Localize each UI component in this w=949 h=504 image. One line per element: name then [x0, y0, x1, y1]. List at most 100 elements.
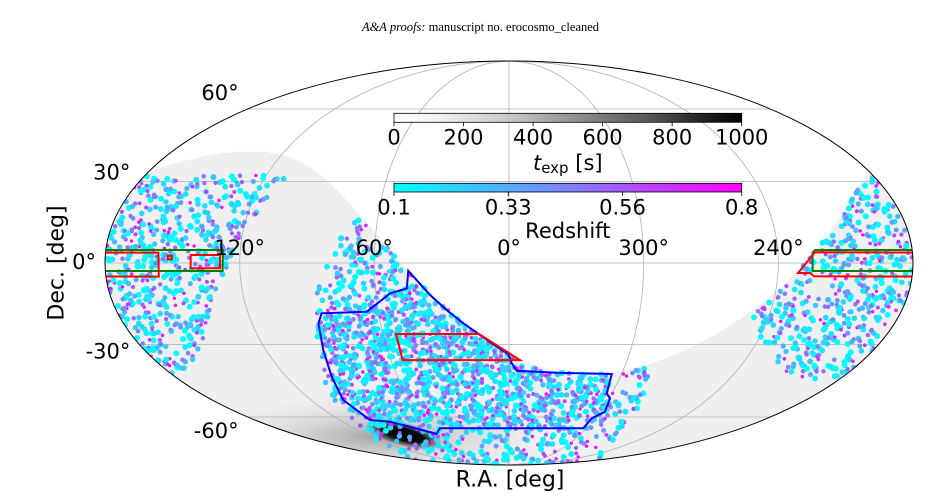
data-point	[210, 279, 215, 284]
data-point	[357, 256, 364, 263]
data-point	[404, 415, 410, 421]
data-point	[426, 399, 432, 405]
data-point	[334, 346, 339, 352]
data-point	[498, 354, 503, 359]
data-point	[903, 243, 910, 249]
data-point	[411, 304, 417, 310]
data-point	[347, 306, 353, 313]
data-point	[890, 271, 895, 276]
data-point	[546, 377, 552, 383]
data-point	[826, 335, 832, 341]
data-point	[145, 347, 151, 354]
data-point	[189, 207, 195, 213]
data-point	[542, 424, 548, 429]
data-point	[371, 343, 378, 350]
data-point	[326, 373, 331, 379]
data-point	[264, 182, 270, 189]
data-point	[164, 317, 169, 322]
data-point	[445, 340, 450, 346]
data-point	[592, 401, 596, 405]
data-point	[423, 442, 429, 448]
data-point	[135, 328, 141, 334]
data-point	[579, 403, 585, 409]
gridline-meridian	[239, 60, 510, 466]
data-point	[884, 224, 891, 231]
data-point	[234, 181, 241, 188]
data-point	[382, 366, 387, 371]
data-point	[782, 356, 787, 361]
data-point	[349, 415, 355, 420]
data-point	[153, 261, 158, 266]
data-point	[818, 318, 823, 322]
data-point	[775, 358, 781, 365]
data-point	[576, 455, 580, 459]
data-point	[522, 436, 528, 442]
data-point	[149, 259, 155, 266]
data-point	[206, 307, 212, 313]
data-point	[360, 378, 367, 385]
data-point	[145, 296, 152, 303]
data-point	[137, 201, 142, 206]
data-point	[540, 382, 546, 388]
data-point	[565, 458, 570, 464]
data-point	[355, 376, 360, 380]
data-point	[335, 327, 342, 334]
data-point	[166, 230, 171, 234]
data-point	[455, 439, 462, 446]
data-point	[827, 363, 834, 370]
data-point	[338, 372, 342, 377]
data-point	[382, 427, 389, 434]
data-point	[385, 296, 391, 302]
data-point	[483, 368, 490, 375]
data-point	[158, 195, 164, 202]
data-point	[166, 288, 173, 294]
data-point	[869, 327, 874, 333]
data-point	[187, 281, 193, 287]
data-point	[378, 338, 385, 345]
data-point	[154, 219, 160, 225]
data-point	[376, 250, 383, 256]
data-point	[242, 219, 247, 225]
data-point	[198, 284, 205, 291]
data-point	[576, 381, 583, 388]
data-point	[526, 417, 531, 422]
data-point	[556, 400, 561, 405]
data-point	[340, 296, 346, 302]
data-point	[188, 201, 192, 205]
data-point	[822, 304, 828, 309]
data-point	[832, 258, 839, 264]
data-point	[352, 303, 359, 309]
data-point	[612, 431, 618, 437]
data-point	[492, 378, 498, 385]
data-point	[368, 362, 374, 368]
data-point	[133, 232, 138, 237]
data-point	[479, 443, 485, 449]
data-point	[544, 392, 549, 396]
data-point	[439, 361, 444, 367]
data-point	[336, 313, 343, 320]
data-point	[148, 320, 155, 327]
data-point	[140, 302, 145, 307]
data-point	[194, 181, 200, 187]
data-point	[430, 405, 437, 412]
data-point	[803, 298, 809, 304]
data-point	[171, 230, 178, 237]
data-point	[149, 229, 153, 233]
data-point	[447, 417, 453, 423]
data-point	[591, 396, 596, 401]
data-point	[394, 395, 399, 401]
data-point	[314, 290, 320, 296]
colorbar-exposure-ticks: 0 200 400 600 800 1000	[387, 122, 768, 150]
data-point	[422, 417, 429, 424]
data-point	[390, 263, 397, 270]
data-point	[604, 433, 609, 437]
data-point	[582, 393, 589, 400]
data-point	[229, 183, 234, 189]
data-point	[416, 415, 422, 421]
data-point	[535, 457, 541, 464]
data-point	[106, 279, 111, 284]
data-point	[849, 196, 855, 203]
data-point	[538, 441, 545, 448]
data-point	[550, 408, 556, 414]
data-point	[839, 369, 846, 375]
